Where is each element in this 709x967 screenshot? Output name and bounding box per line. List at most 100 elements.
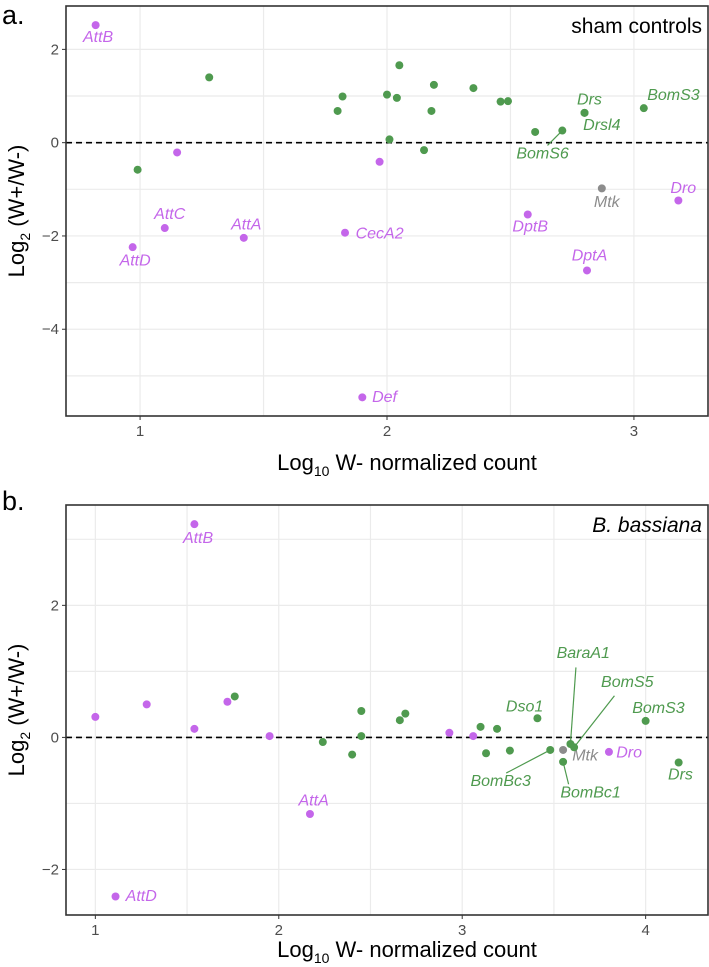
point-label-drsl4: Drsl4 (583, 117, 620, 134)
y-tick-label: 0 (51, 135, 59, 152)
data-point (401, 709, 410, 718)
y-tick-label: −2 (42, 228, 59, 245)
data-point (503, 97, 512, 106)
data-point (383, 90, 391, 99)
data-point (230, 692, 239, 701)
panel-title: sham controls (571, 15, 702, 38)
data-point (357, 706, 366, 715)
data-point-drsl4 (580, 108, 589, 117)
data-point (469, 732, 478, 741)
point-label-bombc3: BomBc3 (470, 773, 531, 790)
data-point-attc (160, 224, 169, 233)
x-tick-label: 2 (275, 922, 283, 939)
data-point-attd (128, 243, 137, 252)
data-point (429, 80, 438, 89)
data-point-boms5 (570, 743, 579, 752)
point-label-dro: Dro (670, 180, 696, 197)
plot-frame (65, 504, 709, 916)
data-point (91, 712, 100, 721)
data-point-dro (674, 196, 683, 205)
data-point (427, 106, 436, 115)
panel-a-sham-controls: a. AttB AttC AttD AttA CecA2 Def BomS6 Drs Drsl4… (2, 0, 709, 479)
data-point (505, 746, 514, 755)
data-point (265, 732, 274, 741)
point-label-attb: AttB (82, 29, 114, 46)
x-tick-label: 3 (458, 922, 466, 939)
data-point-atta (305, 809, 314, 818)
data-point-attb (190, 520, 199, 529)
panel-title: B. bassiana (592, 514, 702, 537)
point-label-ceca2: CecA2 (356, 226, 404, 243)
x-tick-label: 3 (630, 423, 638, 440)
data-point (420, 146, 429, 155)
data-point (482, 749, 491, 758)
point-label-boms3: BomS3 (647, 87, 700, 104)
data-point (375, 157, 384, 166)
data-point-attb (91, 21, 100, 30)
x-tick-label: 2 (383, 423, 391, 440)
point-label-drs: Drs (577, 92, 602, 109)
data-point (173, 148, 182, 157)
panel-b-b-bassiana: b. AttB AttA AttD Dso1 BomBc3 Mtk BomBc1 BaraA1… (2, 486, 709, 966)
data-point (338, 92, 347, 101)
y-tick-label: 0 (51, 729, 59, 746)
point-label-dptb: DptB (512, 219, 548, 236)
data-point-boms3 (639, 104, 648, 113)
label-leader-line (569, 667, 577, 745)
data-point (223, 697, 232, 706)
data-point-dro (604, 747, 613, 756)
point-label-attb: AttB (182, 530, 214, 547)
point-label-atta: AttA (230, 217, 261, 234)
data-point-bombc1 (559, 757, 568, 766)
point-label-def: Def (372, 389, 398, 406)
data-point-dpta (583, 266, 592, 275)
y-tick-label: −2 (42, 861, 59, 878)
data-point (531, 127, 540, 136)
data-point (469, 84, 478, 93)
x-tick-label: 1 (91, 922, 99, 939)
x-axis-title: Log10 W- normalized count (277, 450, 537, 479)
point-label-bombc1: BomBc1 (560, 784, 620, 801)
y-axis-title: Log2 (W+/W-) (4, 145, 33, 278)
x-axis-title: Log10 W- normalized count (277, 937, 537, 966)
data-point (133, 165, 142, 174)
y-tick-label: 2 (51, 597, 59, 614)
data-point-mtk (597, 184, 606, 193)
point-label-boms6: BomS6 (516, 145, 569, 162)
x-tick-label: 4 (641, 922, 649, 939)
data-point-atta (239, 233, 248, 242)
data-point (318, 738, 327, 747)
data-point (333, 106, 342, 115)
data-point (476, 722, 485, 731)
data-point (385, 135, 394, 144)
data-point-bombc3 (546, 745, 555, 754)
data-point (357, 732, 366, 741)
point-label-mtk: Mtk (572, 747, 599, 764)
panel-label: b. (2, 486, 25, 516)
data-point (395, 61, 404, 70)
label-leader-line (505, 749, 551, 774)
y-tick-label: 2 (51, 41, 59, 58)
data-point-attd (111, 892, 120, 901)
data-point-def (358, 393, 367, 402)
point-label-drs: Drs (668, 767, 693, 784)
y-tick-label: −4 (42, 321, 59, 338)
data-point (205, 73, 214, 82)
data-point (395, 716, 404, 725)
data-point (496, 97, 505, 106)
data-point (445, 728, 454, 737)
point-label-dso1: Dso1 (506, 699, 543, 716)
data-point (493, 724, 502, 733)
data-point (142, 700, 151, 709)
data-point-ceca2 (341, 228, 350, 237)
data-point-dptb (523, 210, 532, 219)
point-label-boms5: BomS5 (601, 674, 654, 691)
data-point (392, 93, 401, 102)
point-label-baraa1: BaraA1 (557, 645, 610, 662)
point-label-attc: AttC (153, 206, 186, 223)
point-label-attd: AttD (119, 253, 152, 270)
data-point-drs (674, 758, 683, 767)
point-label-dpta: DptA (572, 248, 608, 265)
point-label-mtk: Mtk (594, 194, 621, 211)
y-axis-title: Log2 (W+/W-) (4, 644, 33, 777)
